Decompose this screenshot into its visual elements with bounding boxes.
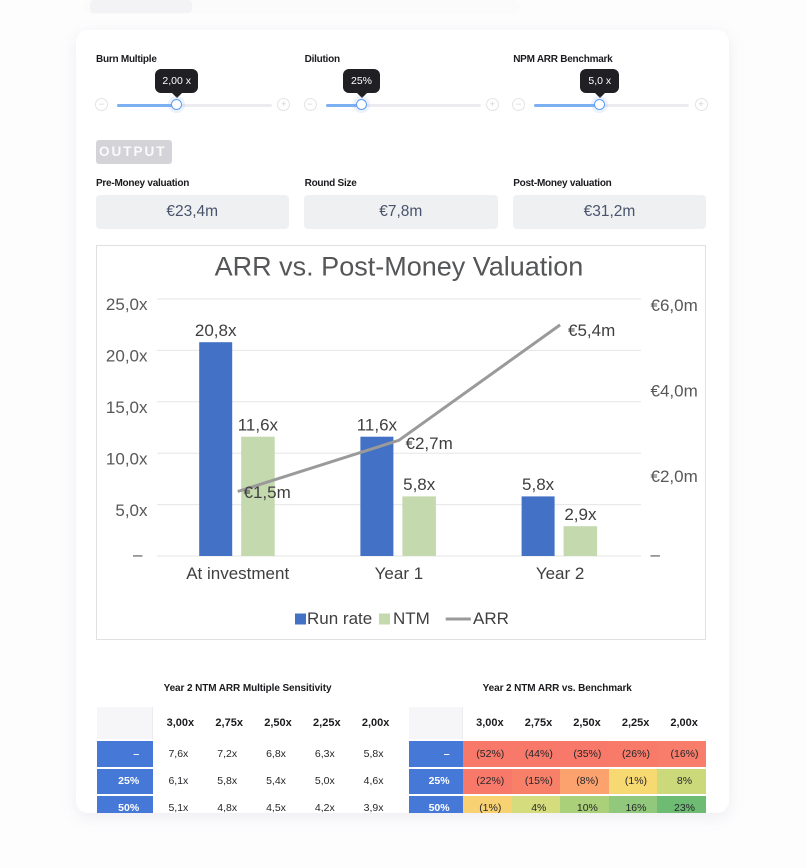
svg-text:20,0x: 20,0x: [106, 347, 148, 366]
svg-text:25,0x: 25,0x: [106, 295, 148, 314]
svg-text:Year 1: Year 1: [375, 564, 424, 583]
svg-text:–: –: [133, 545, 143, 564]
svg-text:11,6x: 11,6x: [238, 416, 279, 435]
svg-text:€2,7m: €2,7m: [406, 434, 453, 453]
svg-text:€4,0m: €4,0m: [651, 382, 698, 401]
svg-text:5,8x: 5,8x: [522, 475, 555, 494]
svg-text:Run rate: Run rate: [307, 609, 372, 628]
svg-text:€1,5m: €1,5m: [244, 483, 291, 502]
svg-text:ARR vs. Post-Money Valuation: ARR vs. Post-Money Valuation: [215, 252, 584, 282]
svg-text:5,0x: 5,0x: [115, 501, 148, 520]
svg-text:10,0x: 10,0x: [106, 449, 148, 468]
svg-text:5,8x: 5,8x: [403, 475, 436, 494]
svg-text:20,8x: 20,8x: [195, 321, 237, 340]
svg-text:11,6x: 11,6x: [357, 416, 398, 435]
svg-text:At investment: At investment: [186, 564, 289, 583]
svg-text:–: –: [651, 545, 661, 564]
svg-text:ARR: ARR: [473, 609, 509, 628]
svg-text:Year 2: Year 2: [536, 564, 585, 583]
svg-text:15,0x: 15,0x: [106, 398, 148, 417]
svg-text:2,9x: 2,9x: [564, 505, 597, 524]
svg-text:€6,0m: €6,0m: [651, 296, 698, 315]
svg-text:€2,0m: €2,0m: [651, 467, 698, 486]
svg-text:NTM: NTM: [393, 609, 430, 628]
svg-text:€5,4m: €5,4m: [568, 321, 615, 340]
